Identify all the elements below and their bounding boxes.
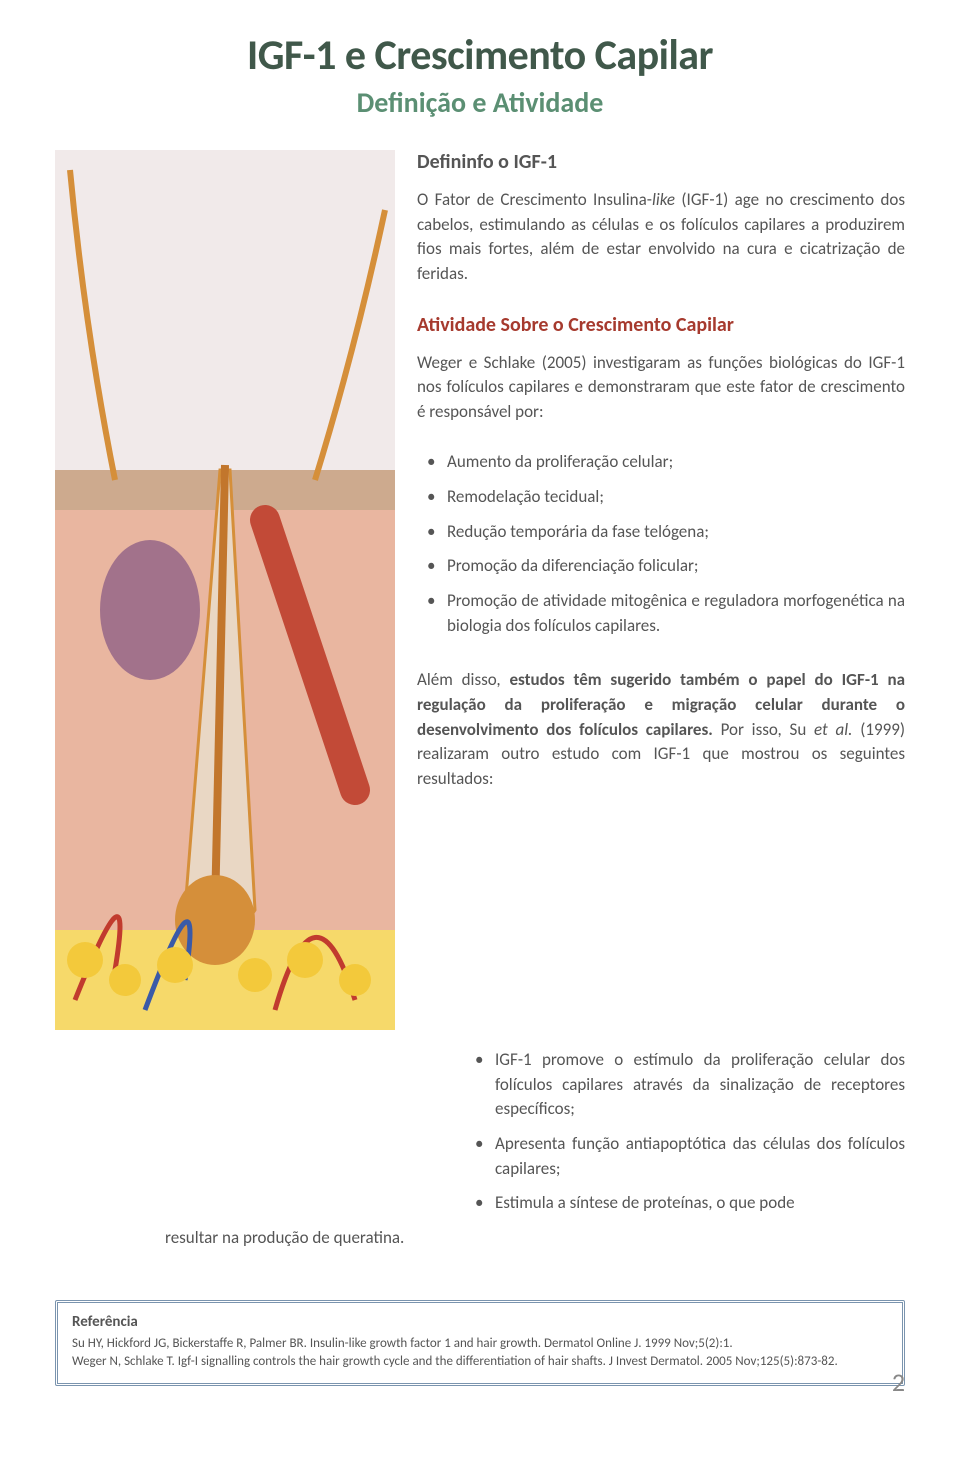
text-part: Por isso, Su [713,719,814,740]
text-column: Defininfo o IGF-1 O Fator de Crescimento… [417,150,905,792]
section-heading-definition: Defininfo o IGF-1 [417,150,905,174]
list-item: Redução temporária da fase telógena; [447,520,905,545]
list-item: Estimula a síntese de proteínas, o que p… [495,1191,905,1216]
skin-diagram-icon [55,150,395,1030]
list-item: Promoção de atividade mitogênica e regul… [447,589,905,638]
text-part: Além disso, [417,669,509,690]
list-item: Promoção da diferenciação folicular; [447,554,905,579]
list-item: Apresenta função antiapoptótica das célu… [495,1132,905,1181]
references-label: Referência [72,1313,888,1331]
two-column-layout: Defininfo o IGF-1 O Fator de Crescimento… [55,150,905,1030]
page-number: 2 [892,1366,905,1398]
definition-paragraph: O Fator de Crescimento Insulina-like (IG… [417,188,905,287]
list-item: IGF-1 promove o estímulo da proliferação… [495,1048,905,1122]
italic-text: like [652,189,675,210]
references-box: Referência Su HY, Hickford JG, Bickersta… [55,1300,905,1385]
section-heading-activity: Atividade Sobre o Crescimento Capilar [417,313,905,337]
page-title: IGF-1 e Crescimento Capilar [55,30,905,81]
activity-intro-paragraph: Weger e Schlake (2005) investigaram as f… [417,351,905,425]
italic-text: et al. [814,719,852,740]
activity-second-paragraph: Além disso, estudos têm sugerido também … [417,668,905,791]
reference-item: Su HY, Hickford JG, Bickerstaffe R, Palm… [72,1335,888,1353]
results-bullet-list: IGF-1 promove o estímulo da proliferação… [55,1048,905,1216]
text-part: O Fator de Crescimento Insulina- [417,189,652,210]
lower-results-block: IGF-1 promove o estímulo da proliferação… [55,1048,905,1250]
tail-line: resultar na produção de queratina. [55,1226,905,1251]
list-item: Remodelação tecidual; [447,485,905,510]
page-subtitle: Definição e Atividade [55,85,905,120]
reference-item: Weger N, Schlake T. Igf-I signalling con… [72,1353,888,1371]
skin-illustration [55,150,395,1030]
activity-bullet-list: Aumento da proliferação celular; Remodel… [417,450,905,638]
list-item: Aumento da proliferação celular; [447,450,905,475]
